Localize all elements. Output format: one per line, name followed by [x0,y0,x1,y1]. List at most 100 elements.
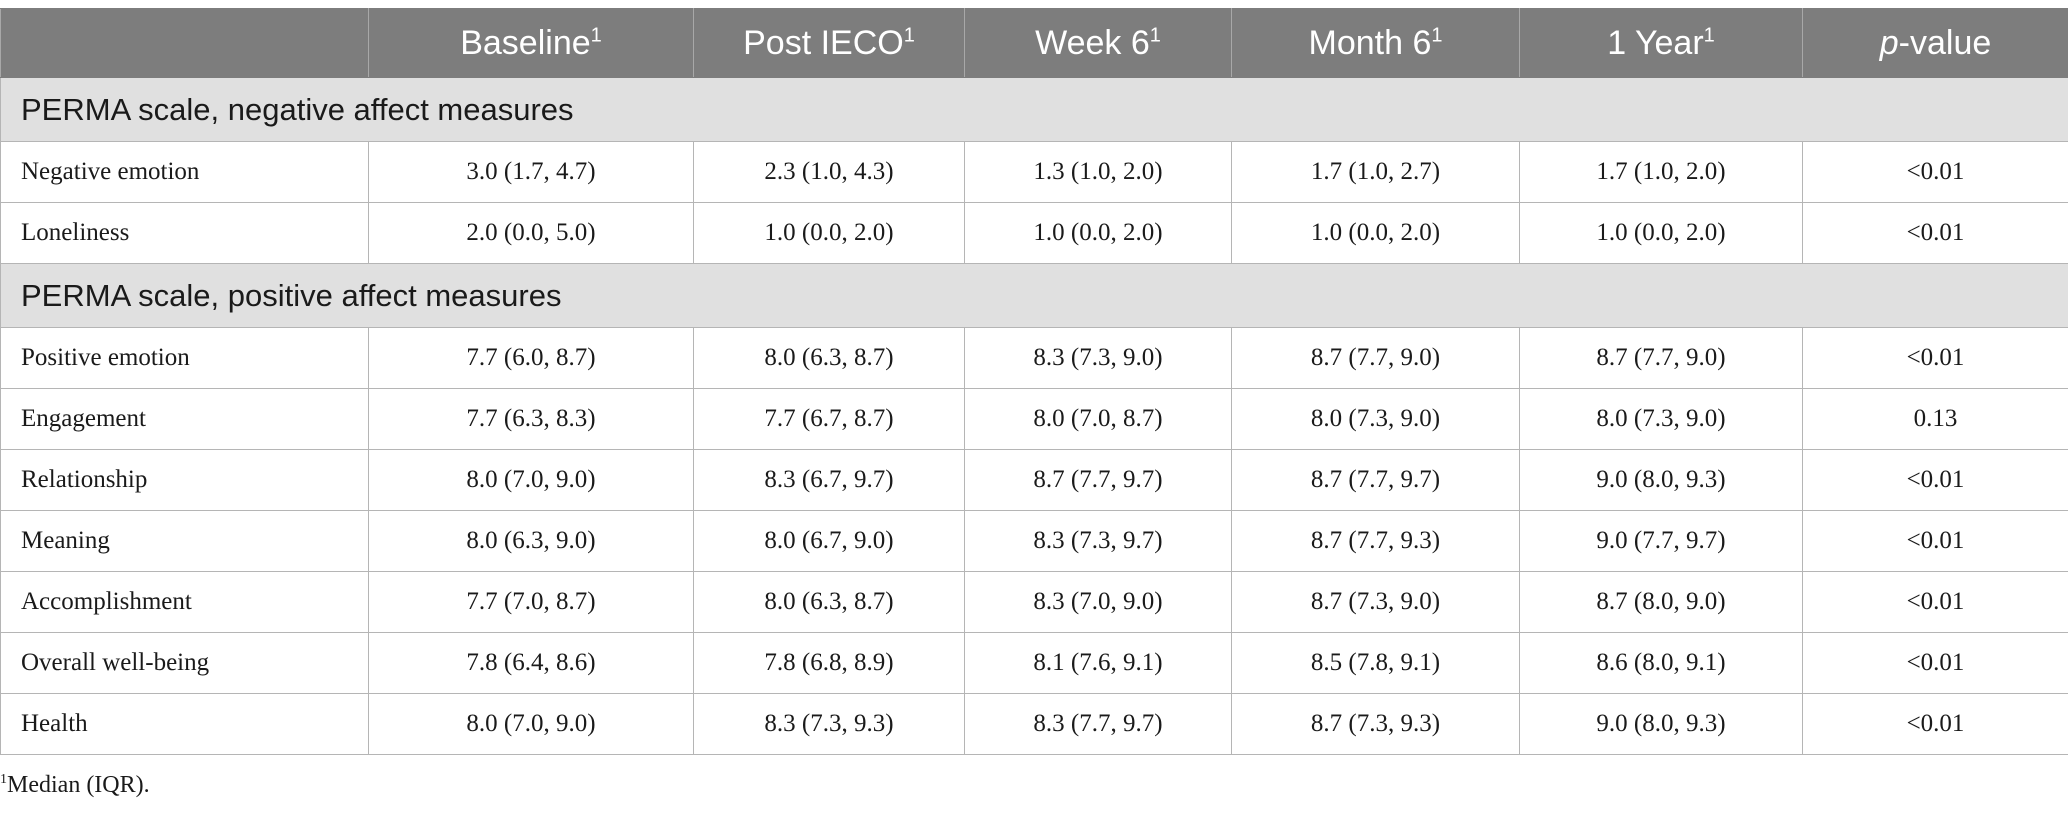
section-row-positive: PERMA scale, positive affect measures [0,263,2068,328]
cell-month-6: 8.0 (7.3, 9.0) [1231,388,1520,450]
cell-baseline: 7.8 (6.4, 8.6) [368,632,694,694]
cell-1-year: 1.0 (0.0, 2.0) [1519,202,1803,264]
cell-month-6: 8.7 (7.3, 9.0) [1231,571,1520,633]
cell-month-6: 8.7 (7.7, 9.7) [1231,449,1520,511]
cell-month-6: 1.7 (1.0, 2.7) [1231,141,1520,203]
row-label: Loneliness [0,202,369,264]
table-row: Accomplishment 7.7 (7.0, 8.7) 8.0 (6.3, … [0,571,2068,633]
cell-post-ieco: 2.3 (1.0, 4.3) [693,141,965,203]
header-post-ieco-label: Post IECO [743,23,904,62]
cell-post-ieco: 8.0 (6.7, 9.0) [693,510,965,572]
cell-post-ieco: 8.3 (6.7, 9.7) [693,449,965,511]
cell-p-value: 0.13 [1802,388,2068,450]
cell-baseline: 2.0 (0.0, 5.0) [368,202,694,264]
cell-week-6: 1.3 (1.0, 2.0) [964,141,1232,203]
cell-1-year: 8.0 (7.3, 9.0) [1519,388,1803,450]
cell-p-value: <0.01 [1802,449,2068,511]
header-1-year-label: 1 Year [1607,23,1704,62]
cell-p-value: <0.01 [1802,571,2068,633]
cell-p-value: <0.01 [1802,693,2068,755]
header-row: Baseline1 Post IECO1 Week 61 Month 61 1 … [0,8,2068,78]
cell-month-6: 1.0 (0.0, 2.0) [1231,202,1520,264]
cell-1-year: 8.7 (7.7, 9.0) [1519,327,1803,389]
header-baseline-label: Baseline [460,23,591,62]
cell-post-ieco: 1.0 (0.0, 2.0) [693,202,965,264]
cell-post-ieco: 7.8 (6.8, 8.9) [693,632,965,694]
cell-baseline: 8.0 (6.3, 9.0) [368,510,694,572]
cell-baseline: 7.7 (7.0, 8.7) [368,571,694,633]
cell-p-value: <0.01 [1802,202,2068,264]
table-row: Negative emotion 3.0 (1.7, 4.7) 2.3 (1.0… [0,141,2068,203]
header-p-value: p-value [1802,8,2068,78]
cell-p-value: <0.01 [1802,510,2068,572]
cell-p-value: <0.01 [1802,141,2068,203]
table-body: PERMA scale, negative affect measures Ne… [0,77,2068,755]
footnote-marker: 1 [1703,24,1715,47]
cell-week-6: 8.3 (7.3, 9.0) [964,327,1232,389]
table-footnote: 1Median (IQR). [0,772,150,799]
row-label: Relationship [0,449,369,511]
cell-baseline: 8.0 (7.0, 9.0) [368,693,694,755]
cell-1-year: 9.0 (8.0, 9.3) [1519,449,1803,511]
header-baseline: Baseline1 [368,8,694,78]
cell-baseline: 7.7 (6.3, 8.3) [368,388,694,450]
section-title-negative: PERMA scale, negative affect measures [0,77,2068,142]
table-row: Overall well-being 7.8 (6.4, 8.6) 7.8 (6… [0,632,2068,694]
header-month-6-label: Month 6 [1308,23,1432,62]
footnote-marker: 1 [1431,24,1443,47]
cell-1-year: 8.7 (8.0, 9.0) [1519,571,1803,633]
row-label: Negative emotion [0,141,369,203]
header-post-ieco: Post IECO1 [693,8,965,78]
header-blank [0,8,369,78]
results-table: Baseline1 Post IECO1 Week 61 Month 61 1 … [0,8,2068,755]
section-title-positive: PERMA scale, positive affect measures [0,263,2068,328]
cell-baseline: 7.7 (6.0, 8.7) [368,327,694,389]
header-p-italic: p [1879,23,1899,62]
cell-week-6: 8.3 (7.0, 9.0) [964,571,1232,633]
cell-post-ieco: 8.0 (6.3, 8.7) [693,571,965,633]
table-row: Engagement 7.7 (6.3, 8.3) 7.7 (6.7, 8.7)… [0,388,2068,450]
cell-post-ieco: 8.0 (6.3, 8.7) [693,327,965,389]
cell-month-6: 8.7 (7.7, 9.0) [1231,327,1520,389]
cell-week-6: 8.0 (7.0, 8.7) [964,388,1232,450]
header-week-6-label: Week 6 [1035,23,1150,62]
cell-post-ieco: 7.7 (6.7, 8.7) [693,388,965,450]
table-row: Health 8.0 (7.0, 9.0) 8.3 (7.3, 9.3) 8.3… [0,693,2068,755]
cell-post-ieco: 8.3 (7.3, 9.3) [693,693,965,755]
cell-week-6: 1.0 (0.0, 2.0) [964,202,1232,264]
row-label: Health [0,693,369,755]
cell-week-6: 8.3 (7.7, 9.7) [964,693,1232,755]
cell-week-6: 8.3 (7.3, 9.7) [964,510,1232,572]
cell-1-year: 9.0 (8.0, 9.3) [1519,693,1803,755]
table-header: Baseline1 Post IECO1 Week 61 Month 61 1 … [0,8,2068,78]
header-1-year: 1 Year1 [1519,8,1803,78]
table-row: Relationship 8.0 (7.0, 9.0) 8.3 (6.7, 9.… [0,449,2068,511]
header-month-6: Month 61 [1231,8,1520,78]
cell-1-year: 9.0 (7.7, 9.7) [1519,510,1803,572]
footnote-text: Median (IQR). [7,772,150,798]
row-label: Overall well-being [0,632,369,694]
cell-1-year: 1.7 (1.0, 2.0) [1519,141,1803,203]
cell-p-value: <0.01 [1802,327,2068,389]
cell-baseline: 3.0 (1.7, 4.7) [368,141,694,203]
section-row-negative: PERMA scale, negative affect measures [0,77,2068,142]
cell-month-6: 8.7 (7.7, 9.3) [1231,510,1520,572]
header-week-6: Week 61 [964,8,1232,78]
table-row: Loneliness 2.0 (0.0, 5.0) 1.0 (0.0, 2.0)… [0,202,2068,264]
row-label: Accomplishment [0,571,369,633]
cell-month-6: 8.5 (7.8, 9.1) [1231,632,1520,694]
table-row: Positive emotion 7.7 (6.0, 8.7) 8.0 (6.3… [0,327,2068,389]
row-label: Engagement [0,388,369,450]
results-table-container: Baseline1 Post IECO1 Week 61 Month 61 1 … [0,8,2068,755]
header-p-rest: -value [1898,23,1992,62]
row-label: Meaning [0,510,369,572]
cell-p-value: <0.01 [1802,632,2068,694]
footnote-marker: 1 [903,24,915,47]
table-row: Meaning 8.0 (6.3, 9.0) 8.0 (6.7, 9.0) 8.… [0,510,2068,572]
cell-baseline: 8.0 (7.0, 9.0) [368,449,694,511]
cell-month-6: 8.7 (7.3, 9.3) [1231,693,1520,755]
footnote-marker: 1 [1149,24,1161,47]
cell-week-6: 8.7 (7.7, 9.7) [964,449,1232,511]
cell-1-year: 8.6 (8.0, 9.1) [1519,632,1803,694]
footnote-marker: 1 [0,772,7,787]
